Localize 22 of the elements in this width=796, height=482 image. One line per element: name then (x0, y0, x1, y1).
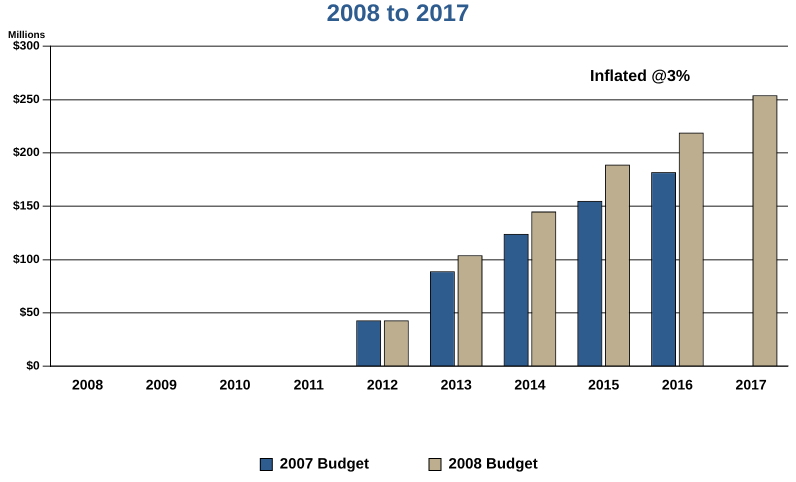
y-tick-label: $200 (12, 145, 40, 160)
y-tick-label: $50 (20, 305, 40, 320)
y-axis-title: Millions (8, 30, 46, 41)
x-tick-label: 2010 (219, 376, 251, 392)
x-tick-label: 2013 (440, 376, 472, 392)
x-tick-label: 2011 (294, 376, 324, 392)
y-tick-label: $250 (12, 92, 40, 106)
x-tick-label: 2014 (514, 376, 546, 392)
y-tick-label: $300 (12, 38, 40, 53)
legend-label: 2007 Budget (280, 456, 370, 473)
y-tick-label: $150 (12, 198, 40, 213)
legend-label: 2008 Budget (448, 456, 538, 473)
x-tick-label: 2017 (736, 376, 767, 392)
y-tick-label: $0 (26, 358, 40, 373)
x-tick-label: 2015 (588, 376, 620, 392)
annotation: Inflated @3% (590, 68, 690, 86)
x-tick-label: 2008 (72, 376, 104, 392)
x-tick-label: 2016 (662, 376, 694, 392)
x-tick-label: 2012 (366, 376, 398, 392)
y-tick-label: $100 (12, 252, 40, 266)
x-tick-label: 2009 (146, 376, 178, 392)
chart-title: 2008 to 2017 (326, 0, 470, 28)
